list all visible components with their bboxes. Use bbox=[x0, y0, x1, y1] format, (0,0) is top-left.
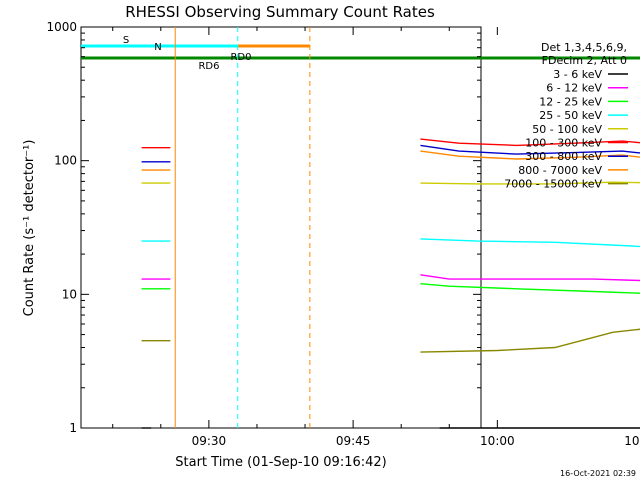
series-line-3 bbox=[420, 238, 640, 248]
series-line-6 bbox=[420, 144, 640, 155]
footer-timestamp: 16-Oct-2021 02:39 bbox=[560, 469, 636, 478]
state-label-rd6: RD6 bbox=[198, 61, 219, 72]
x-tick-label: 09:45 bbox=[336, 434, 371, 448]
series-line-4 bbox=[420, 181, 640, 185]
chart-title: RHESSI Observing Summary Count Rates bbox=[125, 3, 435, 21]
legend-label: 50 - 100 keV bbox=[532, 123, 602, 136]
legend-label: 300 - 800 keV bbox=[525, 150, 602, 163]
overlay-layer: S N RD0 RD6 bbox=[81, 27, 640, 428]
legend-label: 7000 - 15000 keV bbox=[504, 178, 602, 191]
series-line-7 bbox=[420, 150, 640, 160]
legend-header-line-2: FDecim 2, Att 0 bbox=[542, 54, 627, 67]
legend: Det 1,3,4,5,6,9, FDecim 2, Att 0 3 - 6 k… bbox=[504, 41, 628, 191]
x-tick-label: 10:15 bbox=[624, 434, 640, 448]
state-label-s: S bbox=[123, 35, 129, 46]
legend-label: 800 - 7000 keV bbox=[518, 164, 602, 177]
legend-label: 12 - 25 keV bbox=[539, 95, 602, 108]
legend-header-line-1: Det 1,3,4,5,6,9, bbox=[541, 41, 627, 54]
state-label-rd0: RD0 bbox=[230, 52, 251, 63]
y-tick-label: 1 bbox=[69, 421, 77, 435]
y-tick-label: 10 bbox=[62, 287, 77, 301]
plot-frame bbox=[80, 26, 482, 429]
legend-label: 6 - 12 keV bbox=[546, 82, 602, 95]
x-axis-label: Start Time (01-Sep-10 09:16:42) bbox=[175, 455, 386, 470]
series-line-1 bbox=[420, 274, 640, 282]
y-tick-label: 100 bbox=[54, 154, 77, 168]
legend-label: 3 - 6 keV bbox=[553, 68, 602, 81]
legend-label: 25 - 50 keV bbox=[539, 109, 602, 122]
series-line-2 bbox=[420, 283, 640, 294]
y-axis-label: Count Rate (s⁻¹ detector⁻¹) bbox=[22, 140, 37, 317]
y-tick-label: 1000 bbox=[46, 20, 77, 34]
series-line-5 bbox=[420, 138, 640, 147]
x-tick-label: 09:30 bbox=[192, 434, 227, 448]
state-label-n: N bbox=[154, 42, 161, 53]
series-line-8 bbox=[420, 328, 640, 353]
x-tick-label: 10:00 bbox=[480, 434, 515, 448]
legend-label: 100 - 300 keV bbox=[525, 137, 602, 150]
